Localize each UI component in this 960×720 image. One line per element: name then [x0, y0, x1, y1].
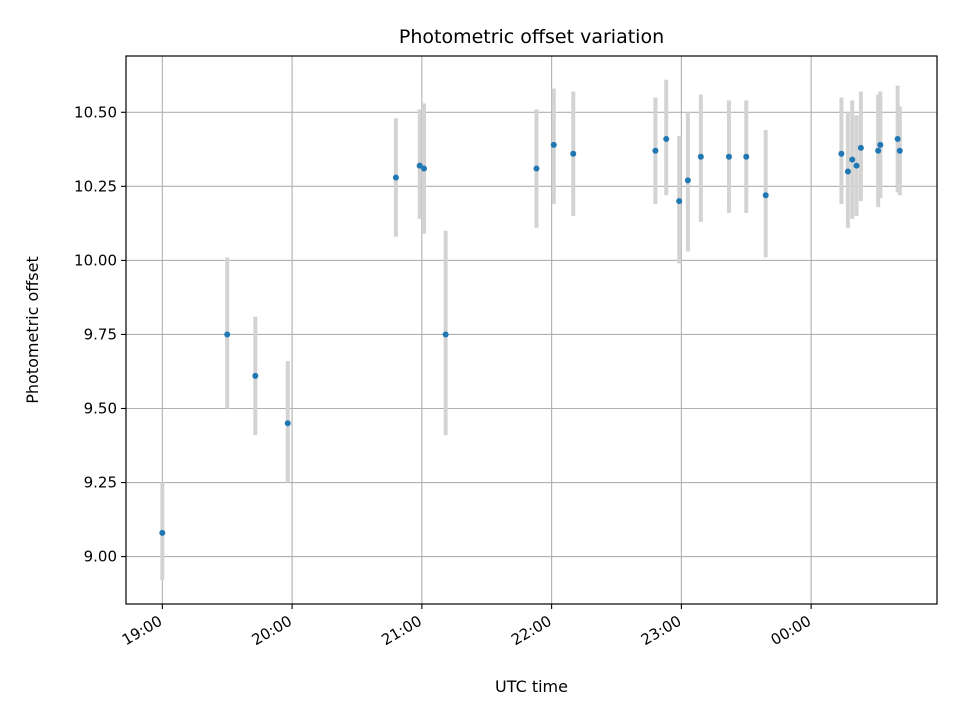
data-point: [224, 331, 231, 338]
data-point: [533, 165, 540, 172]
y-tick-label: 9.75: [84, 325, 117, 343]
data-point: [570, 150, 577, 157]
plot-frame: [125, 55, 938, 605]
data-points: [159, 135, 903, 536]
grid-lines: [126, 56, 937, 604]
data-point: [725, 153, 732, 160]
data-point: [416, 162, 423, 169]
data-point: [849, 156, 856, 163]
data-point: [284, 420, 291, 427]
data-point: [838, 150, 845, 157]
data-point: [875, 147, 882, 154]
data-point: [663, 135, 670, 142]
y-tick-label: 10.25: [74, 177, 117, 195]
x-axis-label: UTC time: [495, 677, 568, 696]
y-tick-label: 9.25: [84, 474, 117, 492]
data-point: [159, 529, 166, 536]
y-tick-label: 9.00: [84, 548, 117, 566]
data-point: [844, 168, 851, 175]
data-point: [853, 162, 860, 169]
data-point: [252, 372, 259, 379]
data-point: [743, 153, 750, 160]
data-point: [684, 177, 691, 184]
data-point: [896, 147, 903, 154]
data-point: [676, 198, 683, 205]
chart-title: Photometric offset variation: [399, 26, 664, 48]
data-point: [421, 165, 428, 172]
data-point: [894, 135, 901, 142]
y-tick-label: 10.50: [74, 103, 117, 121]
data-point: [857, 144, 864, 151]
data-point: [652, 147, 659, 154]
data-point: [442, 331, 449, 338]
y-axis-label: Photometric offset: [23, 256, 42, 404]
data-point: [877, 141, 884, 148]
data-point: [697, 153, 704, 160]
y-tick-label: 10.00: [74, 251, 117, 269]
data-point: [762, 192, 769, 199]
y-tick-label: 9.50: [84, 399, 117, 417]
data-point: [392, 174, 399, 181]
data-point: [550, 141, 557, 148]
